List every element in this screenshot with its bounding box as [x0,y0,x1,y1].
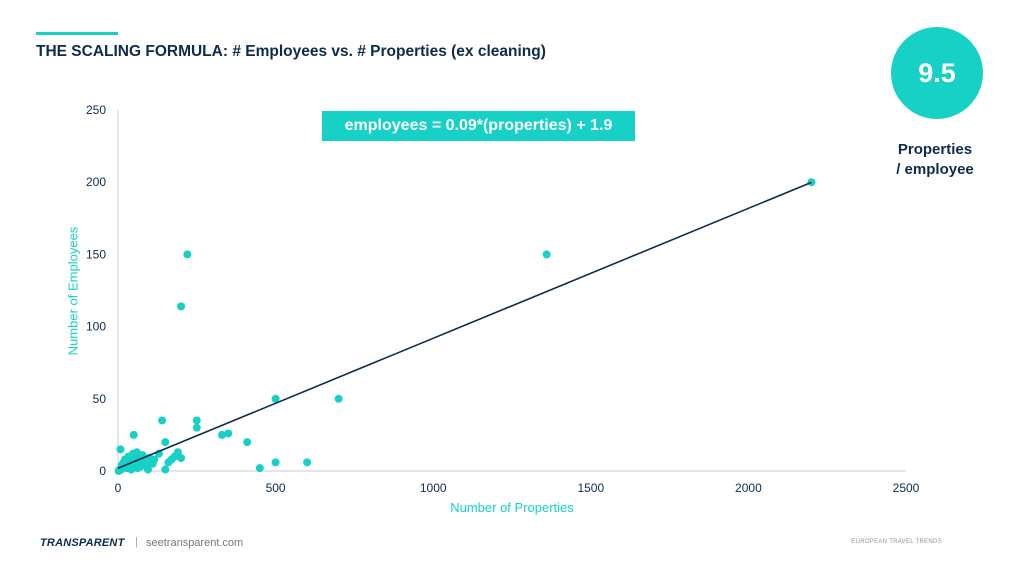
data-point [116,445,125,454]
y-tick-label: 0 [99,464,106,478]
data-point [542,250,551,259]
data-point [183,250,192,259]
y-tick-label: 200 [86,175,106,189]
y-tick-label: 250 [86,103,106,117]
x-tick-label: 2500 [893,481,920,495]
data-point [224,429,233,438]
data-point [129,430,138,439]
data-point [807,178,816,187]
data-point [303,458,312,467]
data-point [161,465,170,474]
kpi-caption: Properties / employee [860,140,1010,180]
x-tick-label: 0 [115,481,122,495]
data-point [192,423,201,432]
x-tick-label: 2000 [735,481,762,495]
footer-separator: | [135,536,138,548]
data-point [164,458,173,467]
data-point [129,449,138,458]
data-point [177,302,186,311]
footer-brand-logo: TRANSPARENT [40,537,125,549]
y-axis-label: Number of Employees [65,226,81,356]
data-point [161,438,170,447]
trend-line [117,181,812,469]
y-tick-label: 100 [86,320,106,334]
data-point [334,394,343,403]
data-point [140,461,149,470]
y-tick-label: 50 [93,392,107,406]
x-tick-label: 1000 [420,481,447,495]
footer-report-name: EUROPEAN TRAVEL TRENDS [851,539,942,545]
data-point [158,416,167,425]
kpi-caption-line1: Properties [897,141,973,158]
data-point [177,454,186,463]
page-title: THE SCALING FORMULA: # Employees vs. # P… [36,43,546,60]
data-point [218,430,227,439]
data-point [243,438,252,447]
data-point [255,464,264,473]
kpi-caption-line2: / employee [896,161,974,178]
data-point [271,394,280,403]
kpi-value-badge: 9.5 [891,27,983,119]
data-point [271,458,280,467]
footer-url: seetransparent.com [146,537,244,549]
x-tick-label: 500 [266,481,286,495]
data-point [192,416,201,425]
x-tick-label: 1500 [577,481,604,495]
x-axis-label: Number of Properties [450,500,574,515]
y-tick-label: 150 [86,247,106,261]
title-accent-bar [36,32,118,35]
formula-annotation: employees = 0.09*(properties) + 1.9 [322,111,635,141]
data-point [150,455,159,464]
